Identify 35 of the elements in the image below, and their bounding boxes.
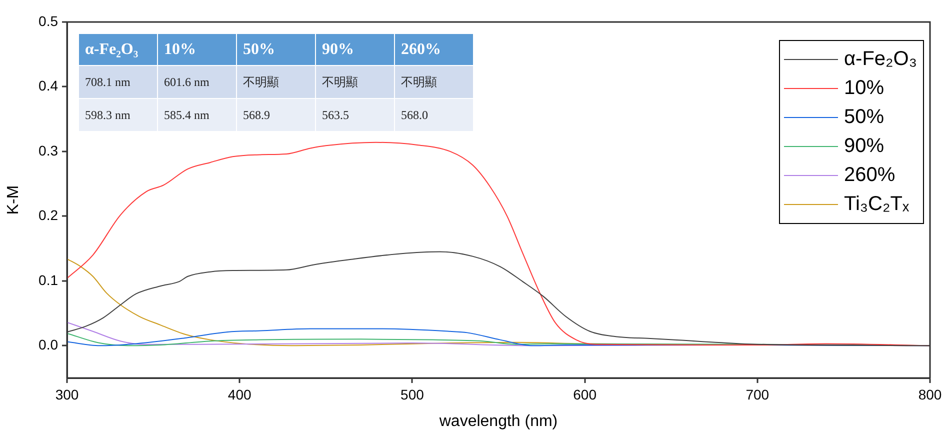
annotation: 90% bbox=[316, 34, 394, 66]
x-tick-label: 400 bbox=[228, 386, 252, 402]
annotation: 不明顯 bbox=[394, 66, 474, 98]
y-tick-label: 0.4 bbox=[38, 78, 58, 94]
x-tick-label: 600 bbox=[573, 386, 597, 402]
y-tick-label: 0.0 bbox=[38, 336, 58, 352]
legend-label: 10% bbox=[844, 76, 884, 101]
annotation: 不明顯 bbox=[236, 66, 316, 98]
annotation: 563.5 bbox=[316, 98, 394, 132]
y-tick-label: 0.5 bbox=[38, 12, 58, 29]
x-axis-title: wavelength (nm) bbox=[438, 412, 558, 430]
x-tick-label: 800 bbox=[918, 386, 942, 402]
y-tick-label: 0.3 bbox=[38, 142, 58, 158]
y-tick-label: 0.1 bbox=[38, 272, 58, 288]
legend-label: 50% bbox=[844, 105, 884, 130]
y-axis-title: K-M bbox=[5, 185, 22, 215]
annotation: 568.0 bbox=[394, 98, 474, 132]
x-tick-label: 700 bbox=[746, 386, 770, 402]
annotation: 10% bbox=[158, 34, 236, 66]
legend-label: 90% bbox=[844, 134, 884, 159]
x-tick-label: 500 bbox=[400, 386, 424, 402]
annotation: 568.9 bbox=[236, 98, 316, 132]
annotation: 601.6 nm bbox=[158, 66, 236, 98]
annotation: α-Fe₂O₃ bbox=[78, 34, 158, 66]
annotation: 598.3 nm bbox=[78, 98, 158, 132]
annotation: 260% bbox=[394, 34, 474, 66]
y-tick-label: 0.2 bbox=[38, 207, 58, 224]
annotation: 50% bbox=[236, 34, 316, 66]
annotation: 585.4 nm bbox=[158, 98, 236, 132]
annotation: 708.1 nm bbox=[78, 66, 158, 98]
annotation: 不明顯 bbox=[316, 66, 394, 98]
x-tick-label: 300 bbox=[55, 386, 79, 402]
legend-label: 260% bbox=[844, 163, 896, 188]
legend-label: Ti₃C₂Tₓ bbox=[844, 192, 910, 217]
legend-label: α-Fe₂O₃ bbox=[844, 47, 917, 72]
